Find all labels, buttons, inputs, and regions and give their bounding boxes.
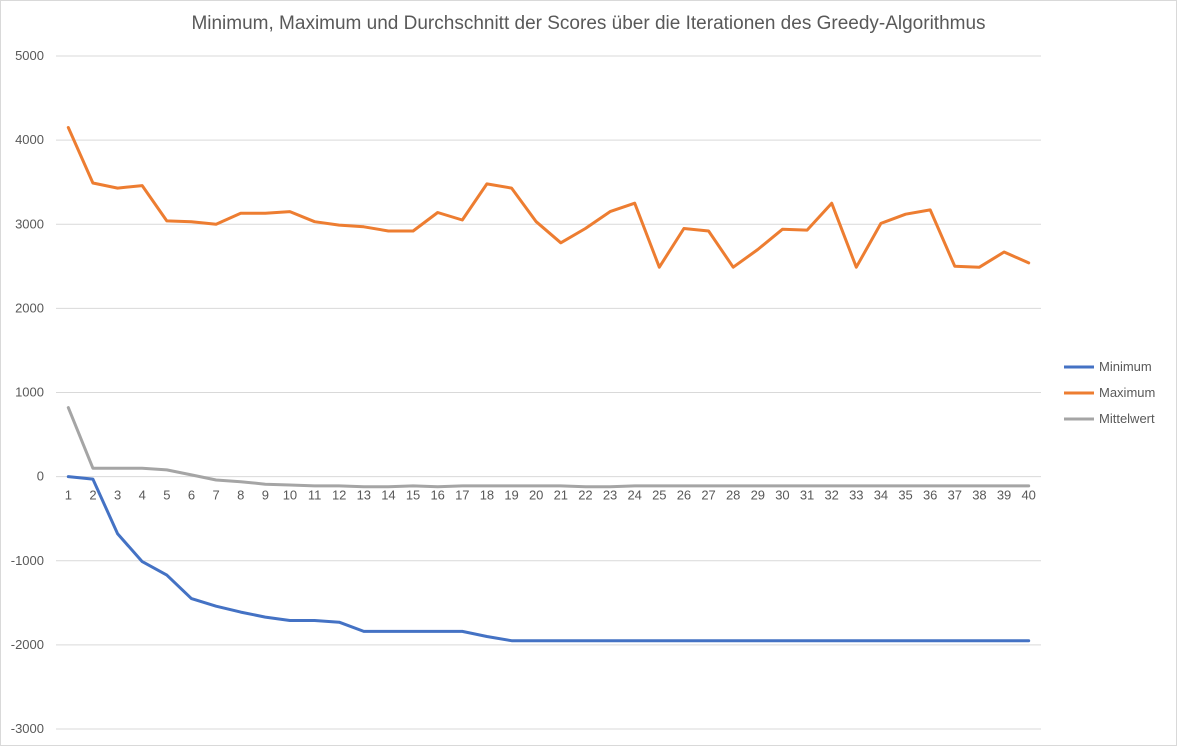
x-tick-label: 13 xyxy=(357,488,371,503)
y-tick-label: 2000 xyxy=(15,300,44,315)
series-line-minimum xyxy=(66,475,1031,643)
x-tick-label: 28 xyxy=(726,488,740,503)
x-tick-label: 33 xyxy=(849,488,863,503)
legend-item-minimum: Minimum xyxy=(1064,359,1152,374)
y-tick-label: 3000 xyxy=(15,216,44,231)
x-tick-label: 35 xyxy=(898,488,912,503)
x-tick-label: 10 xyxy=(283,488,297,503)
y-tick-label: 5000 xyxy=(15,48,44,63)
x-tick-label: 9 xyxy=(262,488,269,503)
x-tick-label: 18 xyxy=(480,488,494,503)
x-tick-label: 24 xyxy=(627,488,641,503)
series-line-maximum xyxy=(66,126,1031,269)
y-tick-label: 4000 xyxy=(15,132,44,147)
y-tick-label: 1000 xyxy=(15,385,44,400)
x-tick-label: 22 xyxy=(578,488,592,503)
legend-label: Mittelwert xyxy=(1099,411,1155,426)
x-tick-label: 27 xyxy=(701,488,715,503)
x-tick-label: 2 xyxy=(89,488,96,503)
y-tick-label: -1000 xyxy=(11,553,44,568)
x-tick-label: 3 xyxy=(114,488,121,503)
x-tick-label: 17 xyxy=(455,488,469,503)
legend-item-mittelwert: Mittelwert xyxy=(1064,411,1155,426)
y-tick-label: 0 xyxy=(37,469,44,484)
x-tick-label: 20 xyxy=(529,488,543,503)
x-tick-label: 34 xyxy=(874,488,888,503)
x-tick-label: 36 xyxy=(923,488,937,503)
x-tick-label: 11 xyxy=(308,488,322,503)
x-tick-label: 23 xyxy=(603,488,617,503)
x-tick-label: 40 xyxy=(1021,488,1035,503)
x-tick-label: 16 xyxy=(430,488,444,503)
x-tick-label: 4 xyxy=(139,488,146,503)
x-tick-label: 39 xyxy=(997,488,1011,503)
y-tick-label: -3000 xyxy=(11,721,44,736)
x-tick-label: 32 xyxy=(824,488,838,503)
x-tick-label: 1 xyxy=(65,488,72,503)
legend-item-maximum: Maximum xyxy=(1064,385,1155,400)
x-tick-label: 25 xyxy=(652,488,666,503)
x-tick-label: 14 xyxy=(381,488,395,503)
x-tick-label: 38 xyxy=(972,488,986,503)
x-tick-label: 15 xyxy=(406,488,420,503)
x-tick-label: 30 xyxy=(775,488,789,503)
x-tick-label: 37 xyxy=(948,488,962,503)
x-tick-label: 12 xyxy=(332,488,346,503)
x-tick-label: 5 xyxy=(163,488,170,503)
x-tick-label: 26 xyxy=(677,488,691,503)
chart-title: Minimum, Maximum und Durchschnitt der Sc… xyxy=(191,13,986,34)
legend-label: Minimum xyxy=(1099,359,1152,374)
legend-label: Maximum xyxy=(1099,385,1155,400)
x-tick-label: 8 xyxy=(237,488,244,503)
series-line-mittelwert xyxy=(66,406,1031,489)
x-tick-label: 21 xyxy=(554,488,568,503)
x-tick-label: 6 xyxy=(188,488,195,503)
y-tick-label: -2000 xyxy=(11,637,44,652)
x-tick-label: 19 xyxy=(504,488,518,503)
x-tick-label: 29 xyxy=(751,488,765,503)
x-tick-label: 31 xyxy=(800,488,814,503)
x-tick-label: 7 xyxy=(212,488,219,503)
